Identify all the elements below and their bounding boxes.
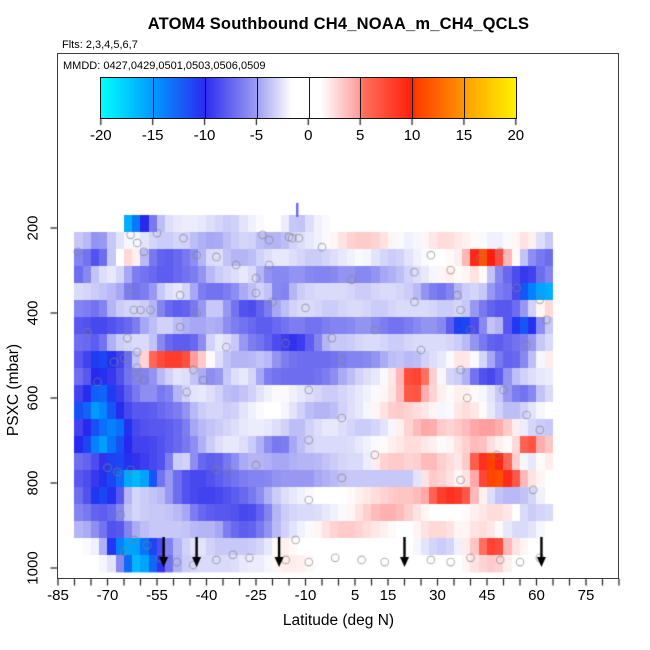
- x-tick-label: 45: [478, 587, 496, 604]
- x-tick-label: 30: [429, 587, 446, 604]
- colorbar-tick-label: -20: [89, 127, 112, 144]
- x-tick-label: 15: [379, 587, 397, 604]
- x-tick-label: -55: [146, 587, 168, 604]
- y-tick-label: 800: [24, 470, 42, 496]
- y-tick-label: 200: [24, 215, 42, 241]
- colorbar-tick-label: 0: [304, 127, 313, 144]
- colorbar-tick-label: 15: [455, 127, 473, 144]
- x-tick-label: -85: [47, 587, 69, 604]
- colorbar-tick-label: -10: [193, 127, 216, 144]
- y-tick-label: 400: [24, 300, 42, 326]
- x-tick-label: -10: [294, 587, 317, 604]
- y-tick-label: 1000: [24, 551, 42, 585]
- x-axis-label: Latitude (deg N): [282, 612, 395, 629]
- colorbar-tick-label: 5: [356, 127, 365, 144]
- x-tick-label: -40: [195, 587, 218, 604]
- colorbar-tick-label: 20: [507, 127, 525, 144]
- y-axis-label: PSXC (mbar): [5, 343, 22, 437]
- x-tick-label: -70: [96, 587, 119, 604]
- colorbar-tick-label: 10: [403, 127, 421, 144]
- x-tick-label: -25: [245, 587, 267, 604]
- colorbar-tick-label: -15: [141, 127, 164, 144]
- x-tick-label: 60: [528, 587, 545, 604]
- x-tick-label: 75: [577, 587, 595, 604]
- x-tick-label: 5: [350, 587, 360, 604]
- y-tick-label: 600: [24, 385, 42, 411]
- colorbar-tick-label: -5: [249, 127, 264, 144]
